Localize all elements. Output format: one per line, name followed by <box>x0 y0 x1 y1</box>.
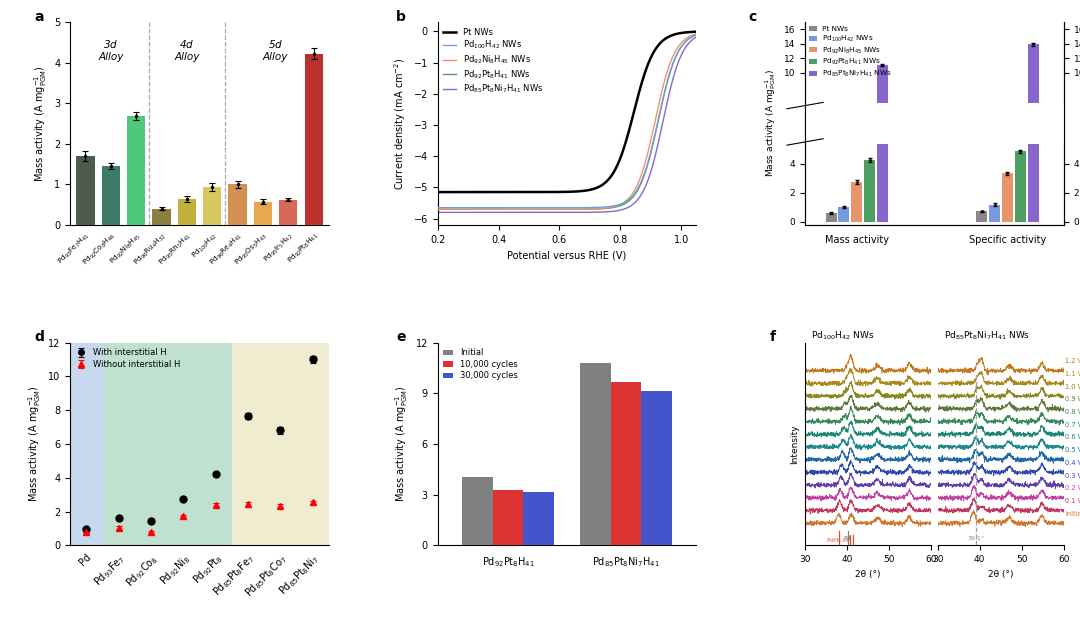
Y-axis label: Intensity: Intensity <box>791 424 799 464</box>
Text: 0.1 V: 0.1 V <box>1066 498 1080 504</box>
Text: 1.2 V: 1.2 V <box>1066 358 1080 364</box>
Text: 0.3 V: 0.3 V <box>1066 473 1080 478</box>
Text: 3$d$
Alloy: 3$d$ Alloy <box>98 38 123 62</box>
Bar <box>305 53 323 225</box>
Y-axis label: Mass activity (A mg$^{-1}_{\mathrm{PGM}}$): Mass activity (A mg$^{-1}_{\mathrm{PGM}}… <box>393 386 410 502</box>
Bar <box>524 492 554 545</box>
Y-axis label: Mass activity (A mg$^{-1}_{\mathrm{PGM}}$): Mass activity (A mg$^{-1}_{\mathrm{PGM}}… <box>32 65 49 182</box>
Bar <box>462 477 492 545</box>
Text: PdH$_{0.706}$: PdH$_{0.706}$ <box>826 536 851 545</box>
Text: d: d <box>33 330 44 344</box>
Text: c: c <box>748 10 756 24</box>
Text: 5$d$
Alloy: 5$d$ Alloy <box>264 38 288 62</box>
Text: 0.9 V: 0.9 V <box>1066 396 1080 403</box>
Text: 0.6 V: 0.6 V <box>1066 435 1080 441</box>
Bar <box>642 391 672 545</box>
Text: b: b <box>396 10 406 24</box>
Bar <box>1027 45 1039 222</box>
Bar <box>152 209 171 225</box>
Bar <box>229 184 246 225</box>
Legend: Pt NWs, Pd$_{100}$H$_{42}$ NWs, Pd$_{92}$Ni$_8$H$_{45}$ NWs, Pd$_{92}$Pt$_8$H$_{: Pt NWs, Pd$_{100}$H$_{42}$ NWs, Pd$_{92}… <box>442 26 544 97</box>
Bar <box>77 156 95 225</box>
Text: Initial: Initial <box>1066 511 1080 517</box>
Text: Pd: Pd <box>843 536 851 541</box>
Legend: Initial, 10,000 cycles, 30,000 cycles: Initial, 10,000 cycles, 30,000 cycles <box>442 347 519 382</box>
Bar <box>178 199 197 225</box>
Bar <box>1015 151 1026 222</box>
Y-axis label: Mass activity (A mg$^{-1}_{\mathrm{PGM}}$): Mass activity (A mg$^{-1}_{\mathrm{PGM}}… <box>26 386 42 502</box>
Bar <box>976 211 987 222</box>
Bar <box>280 200 297 225</box>
Y-axis label: Mass activity (A mg$^{-1}_{\mathrm{PGM}}$): Mass activity (A mg$^{-1}_{\mathrm{PGM}}… <box>764 70 779 177</box>
Bar <box>70 342 103 545</box>
Bar <box>825 213 837 222</box>
X-axis label: Potential versus RHE (V): Potential versus RHE (V) <box>508 250 626 260</box>
Text: 1.0 V: 1.0 V <box>1066 384 1080 389</box>
Bar <box>610 382 642 545</box>
Bar <box>989 204 1000 222</box>
Text: Pd$_{100}$H$_{42}$ NWs: Pd$_{100}$H$_{42}$ NWs <box>811 329 875 342</box>
Bar <box>838 207 850 222</box>
Text: f: f <box>770 330 775 344</box>
Bar <box>102 166 120 225</box>
Bar <box>580 363 610 545</box>
Legend: Pt NWs, Pd$_{100}$H$_{42}$ NWs, Pd$_{92}$Ni$_8$H$_{45}$ NWs, Pd$_{92}$Pt$_8$H$_{: Pt NWs, Pd$_{100}$H$_{42}$ NWs, Pd$_{92}… <box>809 26 893 80</box>
Bar <box>103 342 232 545</box>
Bar <box>851 182 862 222</box>
Text: 1.1 V: 1.1 V <box>1066 371 1080 377</box>
Text: 0.7 V: 0.7 V <box>1066 422 1080 428</box>
Bar <box>127 116 146 225</box>
Y-axis label: Current density (mA cm$^{-2}$): Current density (mA cm$^{-2}$) <box>392 57 408 189</box>
X-axis label: 2θ (°): 2θ (°) <box>855 570 881 579</box>
Bar <box>492 490 524 545</box>
Bar <box>877 65 888 222</box>
Bar <box>203 187 221 225</box>
Text: Pd$_{85}$Pt$_8$Ni$_7$H$_{41}$ NWs: Pd$_{85}$Pt$_8$Ni$_7$H$_{41}$ NWs <box>944 329 1030 342</box>
Bar <box>864 160 875 222</box>
Text: 0.4 V: 0.4 V <box>1066 460 1080 466</box>
Bar <box>254 202 272 225</box>
Bar <box>1002 173 1013 222</box>
Text: 39.1°: 39.1° <box>968 536 984 541</box>
Legend: With interstitial H, Without interstitial H: With interstitial H, Without interstitia… <box>75 347 181 371</box>
Text: 0.5 V: 0.5 V <box>1066 447 1080 453</box>
Text: 4$d$
Alloy: 4$d$ Alloy <box>174 38 200 62</box>
X-axis label: 2θ (°): 2θ (°) <box>988 570 1013 579</box>
Text: 0.2 V: 0.2 V <box>1066 485 1080 492</box>
Bar <box>805 103 1064 144</box>
Text: 0.8 V: 0.8 V <box>1066 409 1080 415</box>
Bar <box>232 342 329 545</box>
Text: e: e <box>396 330 406 344</box>
Text: a: a <box>33 10 43 24</box>
